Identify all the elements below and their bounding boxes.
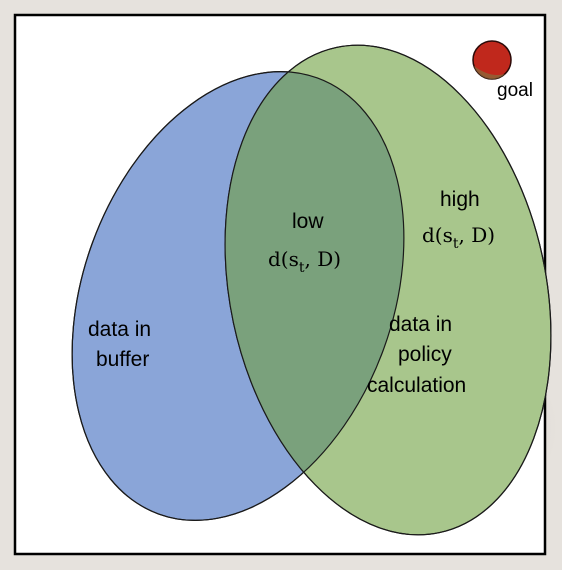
policy-label-line2: policy (398, 343, 452, 366)
overlap-region (225, 45, 464, 535)
goal-label: goal (497, 80, 533, 101)
overlap-formula: d(st, D) (268, 247, 341, 276)
overlap-label-word: low (292, 210, 324, 233)
policy-label-line3: calculation (367, 374, 466, 397)
buffer-label-line2: buffer (96, 348, 149, 371)
buffer-ellipse-outline (71, 71, 405, 521)
policy-ellipse-outline (224, 44, 552, 536)
policy-right-formula: d(st, D) (422, 223, 495, 252)
goal-overlap-tint (474, 66, 505, 80)
policy-right-label-word: high (440, 188, 480, 211)
policy-label-line1: data in (389, 313, 452, 336)
buffer-label-line1: data in (88, 318, 151, 341)
